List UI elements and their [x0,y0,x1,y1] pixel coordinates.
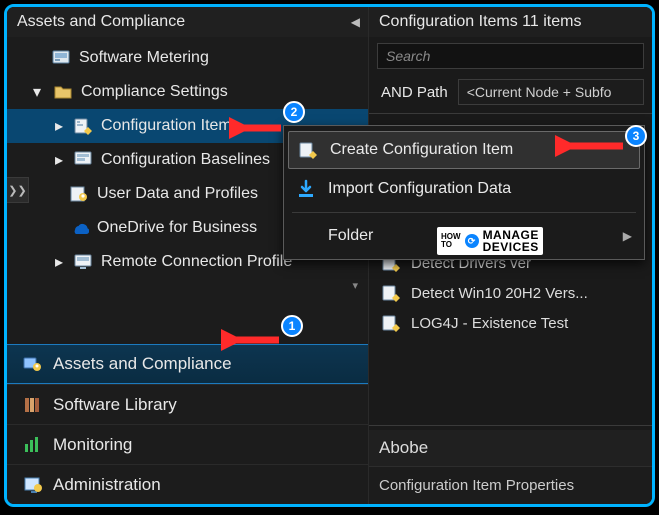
submenu-arrow-icon: ▶ [623,229,632,243]
expander-closed-icon[interactable]: ▸ [55,252,65,272]
library-icon [23,395,43,415]
baseline-icon [73,150,93,170]
details-section-title: Abobe [369,430,652,466]
user-profile-icon [69,184,89,204]
workspace-administration[interactable]: Administration [7,464,368,504]
import-icon [296,179,316,199]
list-item[interactable]: LOG4J - Existence Test [375,308,652,338]
config-item-icon [298,140,318,160]
workspace-label: Monitoring [53,435,132,455]
properties-title: Configuration Item Properties [369,466,652,504]
path-value: <Current Node + Subfo [467,84,612,100]
tree-scroll-indicator: ▾ [7,279,368,292]
workspace-list: Assets and Compliance Software Library M… [7,342,368,504]
nav-title: Assets and Compliance [17,13,185,31]
tree-item-label: User Data and Profiles [97,185,258,203]
tree-item-label: Compliance Settings [81,83,228,101]
collapse-icon[interactable]: ◀ [351,15,360,29]
ctx-import-configuration-data[interactable]: Import Configuration Data [286,170,642,208]
list-item-label: Detect Win10 20H2 Vers... [411,285,588,302]
onedrive-icon [69,218,89,238]
workspace-label: Assets and Compliance [53,354,232,374]
remote-profile-icon [73,252,93,272]
expander-closed-icon[interactable]: ▸ [55,116,65,136]
tree-item-software-metering[interactable]: Software Metering [7,41,368,75]
assets-icon [23,354,43,374]
tree-item-label: Software Metering [79,49,209,67]
list-item-label: LOG4J - Existence Test [411,315,568,332]
monitor-icon [23,435,43,455]
content-title: Configuration Items 11 items [369,7,652,37]
path-filter: AND Path <Current Node + Subfo [369,73,652,111]
expander-closed-icon[interactable]: ▸ [55,150,65,170]
blank-icon [296,226,316,246]
config-item-icon [73,116,93,136]
admin-icon [23,475,43,495]
tree-item-compliance-settings[interactable]: ▾ Compliance Settings [7,75,368,109]
ctx-create-configuration-item[interactable]: Create Configuration Item [288,131,640,169]
workspace-label: Administration [53,475,161,495]
config-item-icon [381,283,401,303]
search-placeholder: Search [386,48,430,64]
path-dropdown[interactable]: <Current Node + Subfo [458,79,644,105]
watermark-logo: HOW TO ⟳ MANAGE DEVICES [437,227,543,255]
workspace-label: Software Library [53,395,177,415]
folder-icon [53,82,73,102]
workspace-monitoring[interactable]: Monitoring [7,424,368,464]
filter-label: AND Path [381,84,448,101]
workspace-software-library[interactable]: Software Library [7,384,368,424]
tree-item-label: Remote Connection Profile [101,253,292,271]
tree-item-label: Configuration Baselines [101,151,270,169]
search-input[interactable]: Search [377,43,644,69]
slide-handle[interactable]: ❯❯ [7,177,29,203]
nav-header: Assets and Compliance ◀ [7,7,368,37]
list-item[interactable]: Detect Win10 20H2 Vers... [375,278,652,308]
ctx-item-label: Create Configuration Item [330,141,513,159]
ctx-item-label: Import Configuration Data [328,180,511,198]
meter-icon [51,48,71,68]
workspace-assets-compliance[interactable]: Assets and Compliance [7,344,368,384]
ctx-item-label: Folder [328,227,373,245]
tree-item-label: OneDrive for Business [97,219,257,237]
expander-open-icon[interactable]: ▾ [33,82,45,102]
config-item-icon [381,313,401,333]
tree-item-label: Configuration Items [101,117,240,135]
